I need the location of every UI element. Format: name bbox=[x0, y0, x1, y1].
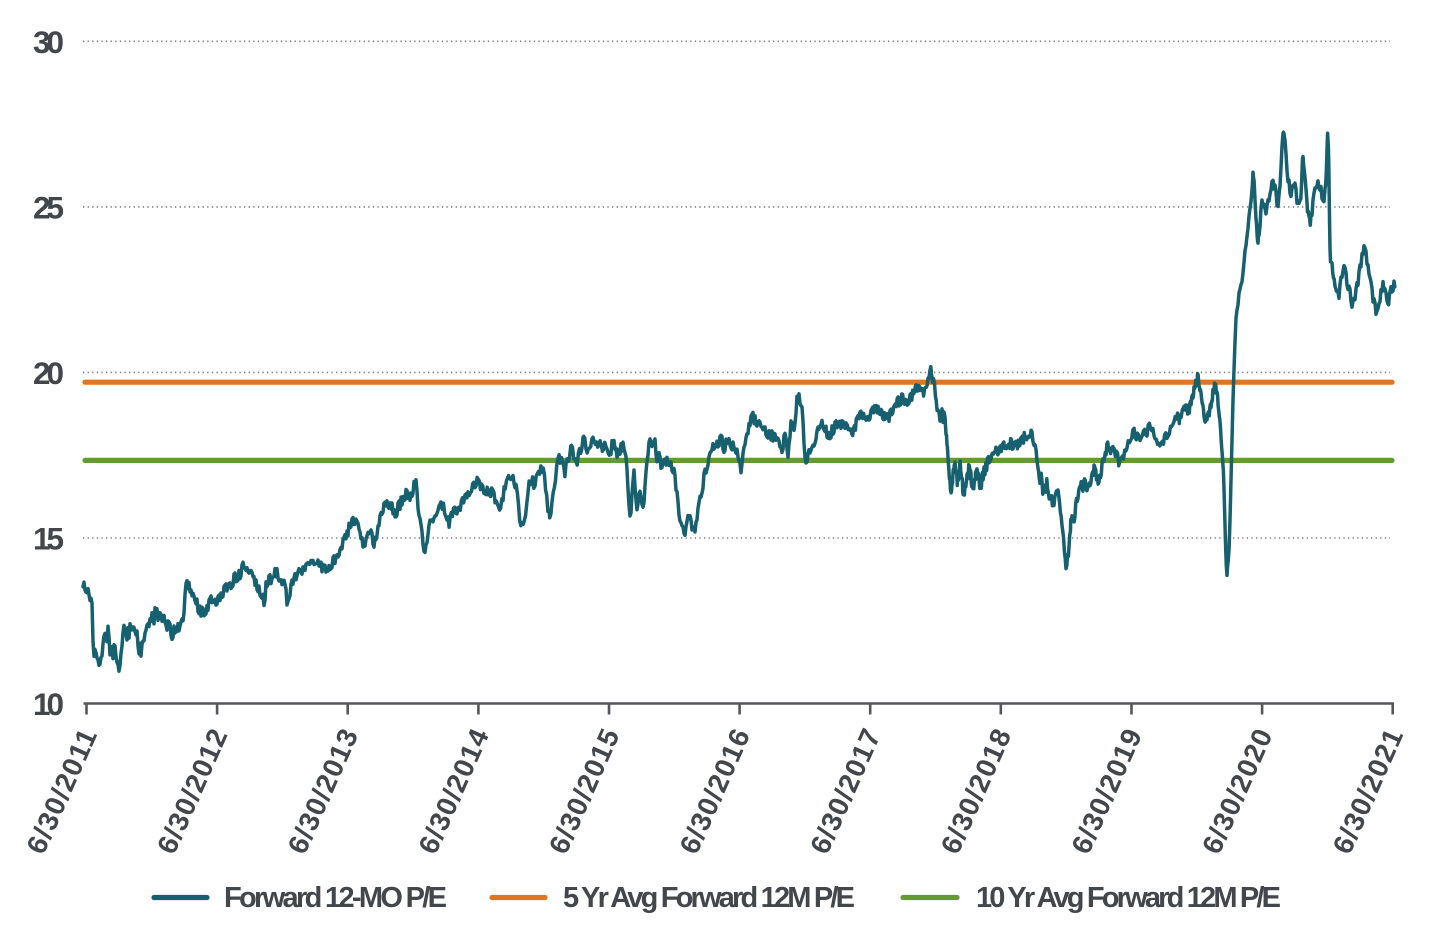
svg-text:10: 10 bbox=[33, 686, 64, 722]
svg-text:Forward 12-MO P/E: Forward 12-MO P/E bbox=[224, 882, 447, 914]
svg-text:30: 30 bbox=[33, 24, 64, 60]
svg-text:10 Yr Avg Forward 12M P/E: 10 Yr Avg Forward 12M P/E bbox=[976, 882, 1281, 914]
svg-text:15: 15 bbox=[33, 521, 64, 557]
svg-text:25: 25 bbox=[33, 189, 64, 225]
svg-text:20: 20 bbox=[33, 355, 64, 391]
svg-text:5 Yr Avg Forward 12M P/E: 5 Yr Avg Forward 12M P/E bbox=[563, 882, 855, 914]
